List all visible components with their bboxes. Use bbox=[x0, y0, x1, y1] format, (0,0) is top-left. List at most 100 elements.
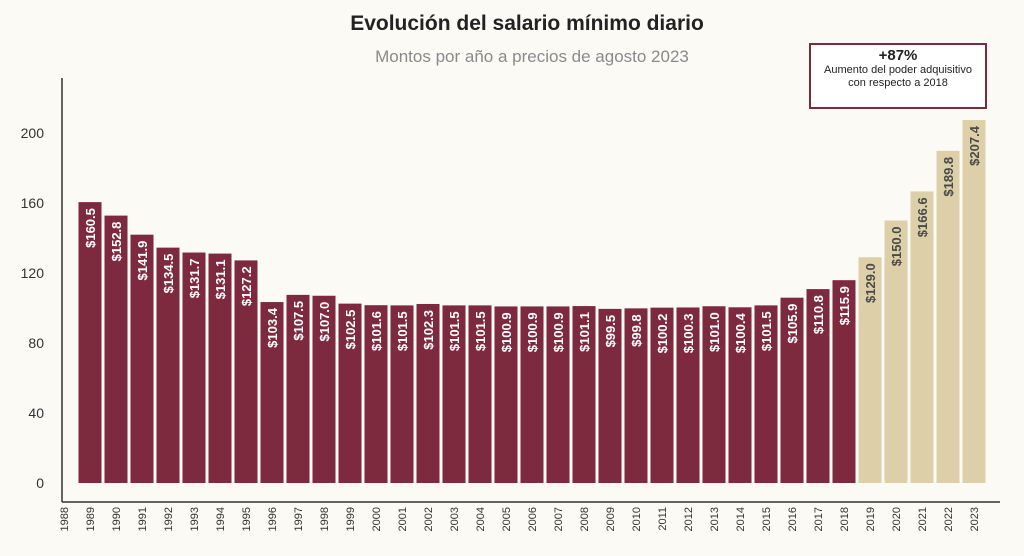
bar-value-label: $102.3 bbox=[421, 310, 436, 350]
bar-value-label: $166.6 bbox=[915, 197, 930, 237]
x-tick-label: 2019 bbox=[865, 507, 877, 531]
bar bbox=[338, 303, 362, 483]
bar-value-label: $115.9 bbox=[837, 286, 852, 325]
bar bbox=[494, 306, 518, 483]
increase-callout: +87% Aumento del poder adquisitivo con r… bbox=[809, 43, 987, 109]
bar-value-label: $160.5 bbox=[83, 208, 98, 248]
bar-value-label: $101.5 bbox=[473, 311, 488, 351]
x-tick-label: 2021 bbox=[917, 507, 929, 531]
bar bbox=[650, 307, 674, 483]
bar bbox=[624, 308, 648, 483]
callout-percentage: +87% bbox=[878, 47, 918, 64]
bar bbox=[416, 303, 440, 483]
x-tick-label: 1988 bbox=[59, 507, 71, 531]
bar bbox=[754, 305, 778, 483]
bar bbox=[962, 120, 986, 484]
x-tick-label: 1989 bbox=[85, 507, 97, 531]
bar bbox=[936, 150, 960, 483]
bar bbox=[572, 306, 596, 483]
bar bbox=[832, 280, 856, 483]
y-tick-label: 0 bbox=[36, 475, 44, 491]
bar-value-label: $100.9 bbox=[525, 312, 540, 352]
y-tick-label: 80 bbox=[28, 335, 44, 351]
bar-value-label: $107.0 bbox=[317, 302, 332, 342]
x-tick-label: 1997 bbox=[293, 507, 305, 531]
bar bbox=[728, 307, 752, 483]
bar-value-label: $105.9 bbox=[785, 304, 800, 344]
bar-value-label: $101.5 bbox=[759, 311, 774, 351]
x-tick-label: 2006 bbox=[527, 507, 539, 531]
x-tick-label: 2007 bbox=[553, 507, 565, 531]
bar bbox=[676, 307, 700, 483]
bar-value-label: $100.9 bbox=[499, 312, 514, 352]
callout-description: Aumento del poder adquisitivo con respec… bbox=[824, 64, 972, 89]
x-tick-label: 2012 bbox=[683, 507, 695, 531]
bar-value-label: $102.5 bbox=[343, 310, 358, 350]
x-tick-label: 2020 bbox=[891, 507, 903, 531]
x-tick-label: 2015 bbox=[761, 507, 773, 531]
bar-value-label: $100.2 bbox=[655, 314, 670, 354]
bar bbox=[286, 294, 310, 483]
x-tick-label: 2014 bbox=[735, 507, 747, 531]
bar bbox=[312, 295, 336, 483]
bar-value-label: $129.0 bbox=[863, 263, 878, 303]
bar bbox=[78, 202, 102, 483]
x-tick-label: 2010 bbox=[631, 507, 643, 531]
x-tick-label: 2003 bbox=[449, 507, 461, 531]
bar bbox=[364, 305, 388, 483]
x-tick-label: 2016 bbox=[787, 507, 799, 531]
bar bbox=[234, 260, 258, 483]
bar-value-label: $100.9 bbox=[551, 312, 566, 352]
x-tick-label: 2001 bbox=[397, 507, 409, 531]
x-tick-label: 1998 bbox=[319, 507, 331, 531]
x-tick-label: 2011 bbox=[657, 507, 669, 531]
bar bbox=[806, 289, 830, 483]
bar-value-label: $101.5 bbox=[447, 311, 462, 351]
bar bbox=[208, 253, 232, 483]
bar-value-label: $101.6 bbox=[369, 311, 384, 351]
x-tick-label: 1995 bbox=[241, 507, 253, 531]
bar bbox=[156, 247, 180, 483]
bar-value-label: $100.3 bbox=[681, 313, 696, 353]
bar bbox=[910, 191, 934, 483]
bar-value-label: $101.1 bbox=[577, 312, 592, 352]
bar bbox=[182, 252, 206, 483]
bar bbox=[858, 257, 882, 483]
x-tick-label: 2009 bbox=[605, 507, 617, 531]
bar-value-label: $207.4 bbox=[967, 125, 982, 166]
bar-value-label: $110.8 bbox=[811, 295, 826, 334]
bar-value-label: $100.4 bbox=[733, 313, 748, 354]
x-tick-label: 2013 bbox=[709, 507, 721, 531]
bar-value-label: $101.0 bbox=[707, 312, 722, 352]
bar-value-label: $134.5 bbox=[161, 254, 176, 294]
bar-value-label: $101.5 bbox=[395, 311, 410, 351]
y-tick-label: 120 bbox=[21, 265, 45, 281]
x-tick-label: 2002 bbox=[423, 507, 435, 531]
bar-value-label: $189.8 bbox=[941, 157, 956, 197]
bar-value-label: $141.9 bbox=[135, 241, 150, 281]
x-tick-label: 2004 bbox=[475, 507, 487, 531]
bar bbox=[260, 302, 284, 483]
bar-value-label: $131.1 bbox=[213, 260, 228, 300]
x-tick-label: 1996 bbox=[267, 507, 279, 531]
chart-title: Evolución del salario mínimo diario bbox=[350, 12, 704, 35]
bar bbox=[702, 306, 726, 483]
x-tick-label: 2022 bbox=[943, 507, 955, 531]
bar-value-label: $99.8 bbox=[629, 314, 644, 347]
bar-value-label: $150.0 bbox=[889, 227, 904, 267]
x-tick-label: 1993 bbox=[189, 507, 201, 531]
x-tick-label: 1991 bbox=[137, 507, 149, 531]
bar bbox=[780, 297, 804, 483]
x-tick-label: 1999 bbox=[345, 507, 357, 531]
bar bbox=[390, 305, 414, 483]
y-tick-label: 200 bbox=[21, 125, 45, 141]
chart-subtitle: Montos por año a precios de agosto 2023 bbox=[375, 47, 689, 66]
bar bbox=[884, 220, 908, 483]
bar bbox=[520, 306, 544, 483]
x-tick-label: 1992 bbox=[163, 507, 175, 531]
bar-value-label: $99.5 bbox=[603, 315, 618, 348]
x-tick-label: 2017 bbox=[813, 507, 825, 531]
x-tick-label: 1990 bbox=[111, 507, 123, 531]
x-tick-label: 2018 bbox=[839, 507, 851, 531]
